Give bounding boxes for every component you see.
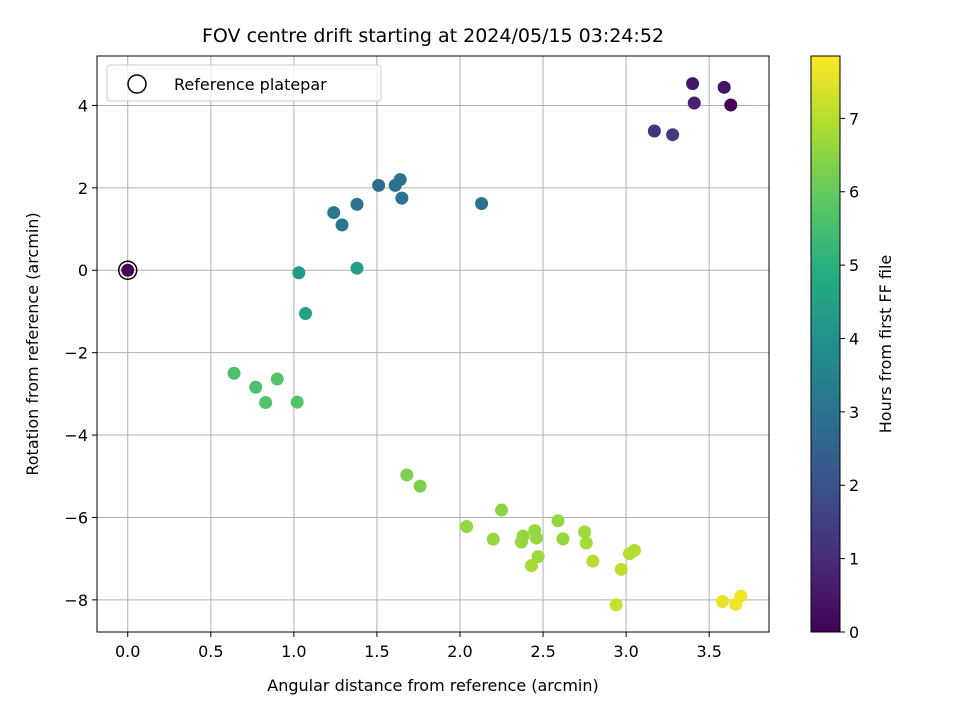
data-point	[350, 261, 364, 275]
data-point	[647, 124, 661, 138]
data-point	[290, 395, 304, 409]
data-point	[298, 307, 312, 321]
data-point	[551, 514, 565, 528]
data-point	[460, 520, 474, 534]
x-tick-label: 0.0	[115, 642, 140, 661]
data-point	[475, 197, 489, 211]
colorbar-tick-label: 4	[849, 329, 859, 348]
colorbar	[810, 55, 841, 633]
grid-lines	[97, 56, 769, 632]
y-tick-label: −8	[64, 591, 88, 610]
y-tick-label: 2	[78, 179, 88, 198]
x-tick-label: 0.5	[198, 642, 223, 661]
y-axis-label: Rotation from reference (arcmin)	[23, 212, 42, 475]
data-point	[524, 559, 538, 573]
chart-title: FOV centre drift starting at 2024/05/15 …	[202, 25, 664, 47]
data-point	[335, 218, 349, 232]
x-tick-label: 2.5	[530, 642, 555, 661]
x-axis-label: Angular distance from reference (arcmin)	[267, 676, 598, 695]
data-point	[400, 468, 414, 482]
data-point	[609, 598, 623, 612]
data-point	[413, 479, 427, 493]
data-point	[579, 536, 593, 550]
data-point	[529, 531, 543, 545]
reference-marker	[117, 260, 138, 280]
data-point	[227, 366, 241, 380]
data-point	[514, 535, 528, 549]
legend: Reference platepar	[106, 64, 382, 102]
data-point	[249, 380, 263, 394]
colorbar-tick-label: 0	[849, 623, 859, 642]
legend-label-reference: Reference platepar	[174, 75, 327, 94]
x-tick-label: 3.0	[613, 642, 638, 661]
data-point	[393, 173, 407, 187]
data-points	[117, 77, 748, 612]
plot-frame	[96, 55, 770, 633]
data-point	[495, 503, 509, 517]
data-point	[686, 77, 700, 91]
data-point	[724, 98, 738, 112]
data-point	[270, 372, 284, 386]
data-point	[687, 96, 701, 110]
colorbar-label: Hours from first FF file	[876, 255, 895, 434]
colorbar-tick-label: 6	[849, 183, 859, 202]
colorbar-tick-label: 7	[849, 109, 859, 128]
x-tick-label: 2.0	[447, 642, 472, 661]
data-point	[666, 128, 680, 142]
data-point	[486, 532, 500, 546]
y-tick-label: −2	[64, 344, 88, 363]
colorbar-tick-label: 2	[849, 476, 859, 495]
x-axis-ticks: 0.0 0.5 1.0 1.5 2.0 2.5 3.0 3.5	[115, 632, 722, 661]
data-point	[717, 80, 731, 94]
data-point	[259, 396, 273, 410]
y-axis-ticks: −8 −6 −4 −2 0 2 4	[64, 96, 97, 610]
data-point	[627, 543, 641, 557]
y-tick-label: 4	[78, 96, 88, 115]
data-point	[350, 197, 364, 211]
data-point	[614, 562, 628, 576]
data-point	[578, 525, 592, 539]
data-point	[715, 595, 729, 609]
data-point	[121, 263, 135, 277]
y-tick-label: −4	[64, 426, 88, 445]
data-point	[531, 550, 545, 564]
colorbar-tick-label: 5	[849, 256, 859, 275]
legend-box	[106, 64, 382, 102]
data-point	[372, 178, 386, 192]
y-tick-label: 0	[78, 261, 88, 280]
data-point	[327, 206, 341, 220]
colorbar-tick-label: 3	[849, 403, 859, 422]
data-point	[556, 532, 570, 546]
legend-marker-reference	[127, 74, 147, 94]
y-tick-label: −6	[64, 508, 88, 527]
data-point	[734, 589, 748, 603]
x-tick-label: 3.5	[696, 642, 721, 661]
data-point	[586, 554, 600, 568]
x-tick-label: 1.5	[364, 642, 389, 661]
colorbar-tick-label: 1	[849, 550, 859, 569]
colorbar-ticks: 0 1 2 3 4 5 6 7	[840, 109, 859, 642]
data-point	[292, 266, 306, 280]
x-tick-label: 1.0	[281, 642, 306, 661]
data-point	[395, 191, 409, 205]
